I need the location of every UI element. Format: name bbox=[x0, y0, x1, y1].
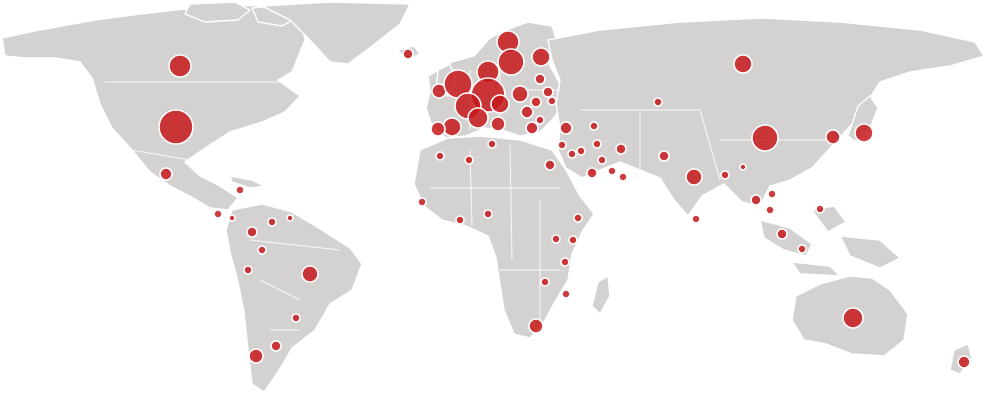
location-bubble bbox=[559, 121, 573, 135]
location-bubble bbox=[815, 204, 825, 214]
location-bubble bbox=[235, 185, 245, 195]
location-bubble bbox=[442, 117, 462, 137]
border-asia-regions bbox=[580, 109, 860, 181]
landmass-africa bbox=[413, 135, 595, 339]
location-bubble bbox=[797, 244, 807, 254]
location-bubble bbox=[497, 48, 525, 76]
location-bubble bbox=[653, 97, 663, 107]
location-bubble bbox=[615, 143, 627, 155]
location-bubble bbox=[767, 189, 777, 199]
location-bubble bbox=[243, 265, 253, 275]
location-bubble bbox=[542, 86, 554, 98]
location-bubble bbox=[776, 228, 788, 240]
location-bubble bbox=[534, 73, 546, 85]
location-bubble bbox=[561, 289, 571, 299]
location-bubble bbox=[691, 214, 701, 224]
location-bubble bbox=[455, 215, 465, 225]
landmass-southeast-asia-islands bbox=[759, 205, 901, 277]
location-bubble bbox=[567, 149, 577, 159]
location-bubble bbox=[560, 257, 570, 267]
location-bubble bbox=[467, 107, 489, 129]
location-bubble bbox=[267, 217, 277, 227]
location-bubble bbox=[402, 48, 414, 60]
location-bubble bbox=[511, 85, 529, 103]
landmass-greenland bbox=[261, 1, 411, 65]
landmass-caribbean bbox=[229, 175, 265, 189]
location-bubble bbox=[750, 194, 762, 206]
location-bubble bbox=[765, 205, 775, 215]
border-south-america-regions bbox=[249, 239, 341, 331]
location-bubble bbox=[257, 245, 267, 255]
location-bubble bbox=[270, 340, 282, 352]
location-bubble bbox=[573, 213, 583, 223]
location-bubble bbox=[720, 170, 730, 180]
location-bubble bbox=[544, 159, 556, 171]
location-bubble bbox=[551, 234, 561, 244]
location-bubble bbox=[168, 54, 192, 78]
country-borders bbox=[105, 60, 860, 331]
location-bubble bbox=[520, 105, 534, 119]
location-bubble bbox=[739, 163, 747, 171]
location-bubble bbox=[483, 209, 493, 219]
location-bubble bbox=[528, 318, 544, 334]
location-bubble bbox=[246, 226, 258, 238]
location-bubble bbox=[464, 155, 474, 165]
landmasses bbox=[1, 1, 985, 393]
location-bubble bbox=[286, 214, 294, 222]
location-bubble bbox=[291, 313, 301, 323]
location-bubble bbox=[228, 214, 236, 222]
location-bubble bbox=[487, 139, 497, 149]
location-bubble bbox=[430, 121, 446, 137]
border-us-mexico bbox=[119, 147, 191, 161]
bubble-layer bbox=[158, 30, 971, 369]
location-bubble bbox=[213, 209, 223, 219]
location-bubble bbox=[733, 54, 753, 74]
location-bubble bbox=[607, 166, 617, 176]
location-bubble bbox=[589, 121, 599, 131]
location-bubble bbox=[159, 167, 173, 181]
location-bubble bbox=[248, 348, 264, 364]
location-bubble bbox=[597, 155, 607, 165]
location-bubble bbox=[842, 307, 864, 329]
location-bubble bbox=[301, 265, 319, 283]
location-bubble bbox=[540, 277, 550, 287]
location-bubble bbox=[586, 167, 598, 179]
location-bubble bbox=[557, 140, 567, 150]
location-bubble bbox=[490, 94, 510, 114]
location-bubble bbox=[576, 146, 586, 156]
location-bubble bbox=[592, 139, 602, 149]
landmass-madagascar bbox=[591, 275, 611, 315]
location-bubble bbox=[530, 96, 542, 108]
location-bubble bbox=[685, 168, 703, 186]
location-bubble bbox=[751, 124, 779, 152]
location-bubble bbox=[531, 47, 551, 67]
location-bubble bbox=[417, 197, 427, 207]
landmass-asia bbox=[547, 17, 985, 217]
location-bubble bbox=[535, 115, 545, 125]
location-bubble bbox=[825, 129, 841, 145]
location-bubble bbox=[568, 235, 578, 245]
location-bubble bbox=[547, 96, 557, 106]
location-bubble bbox=[158, 109, 194, 145]
location-bubble bbox=[490, 116, 506, 132]
location-bubble bbox=[525, 121, 539, 135]
border-africa-regions bbox=[430, 144, 560, 330]
location-bubble bbox=[658, 150, 670, 162]
location-bubble bbox=[957, 355, 971, 369]
location-bubble bbox=[854, 123, 874, 143]
location-bubble bbox=[435, 151, 445, 161]
location-bubble bbox=[618, 172, 628, 182]
landmass-north-america bbox=[1, 4, 306, 211]
